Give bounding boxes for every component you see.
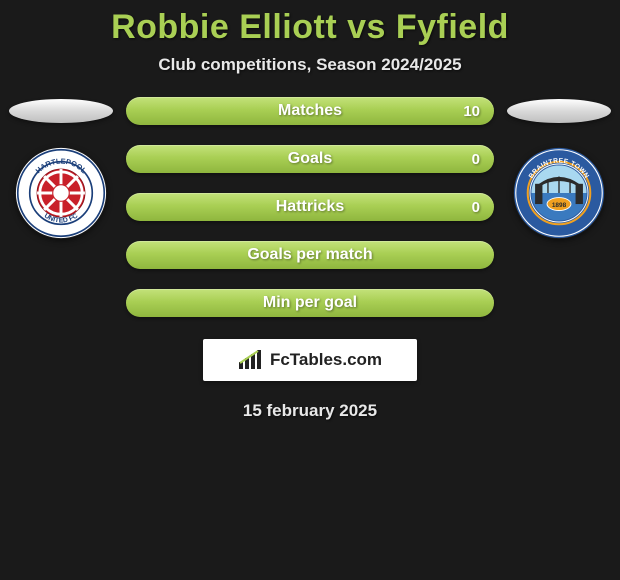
stat-label: Goals per match xyxy=(247,246,372,264)
braintree-badge-icon: BRAINTREE TOWN THE IRON xyxy=(513,147,605,239)
stat-label: Min per goal xyxy=(263,294,357,312)
stat-value: 10 xyxy=(463,103,480,120)
logo-text: FcTables.com xyxy=(270,350,382,370)
stat-row-matches: Matches 10 xyxy=(126,97,494,125)
stats-column: Matches 10 Goals 0 Hattricks 0 Goals per… xyxy=(116,97,504,317)
right-club-badge: BRAINTREE TOWN THE IRON xyxy=(513,147,605,239)
subtitle: Club competitions, Season 2024/2025 xyxy=(0,55,620,75)
left-club-badge: HARTLEPOOL UNITED FC xyxy=(15,147,107,239)
stat-value: 0 xyxy=(472,199,480,216)
left-side: HARTLEPOOL UNITED FC xyxy=(6,97,116,239)
stat-row-hattricks: Hattricks 0 xyxy=(126,193,494,221)
hartlepool-badge-icon: HARTLEPOOL UNITED FC xyxy=(15,147,107,239)
stat-value: 0 xyxy=(472,151,480,168)
date-text: 15 february 2025 xyxy=(0,401,620,421)
stat-row-goals: Goals 0 xyxy=(126,145,494,173)
svg-text:1898: 1898 xyxy=(552,202,567,209)
infographic-root: Robbie Elliott vs Fyfield Club competiti… xyxy=(0,0,620,421)
stat-label: Hattricks xyxy=(276,198,344,216)
right-ellipse xyxy=(507,99,611,123)
stat-row-goals-per-match: Goals per match xyxy=(126,241,494,269)
page-title: Robbie Elliott vs Fyfield xyxy=(0,8,620,47)
left-ellipse xyxy=(9,99,113,123)
stat-label: Goals xyxy=(288,150,332,168)
middle-row: HARTLEPOOL UNITED FC xyxy=(0,97,620,317)
stat-row-min-per-goal: Min per goal xyxy=(126,289,494,317)
right-side: BRAINTREE TOWN THE IRON xyxy=(504,97,614,239)
fctables-logo: FcTables.com xyxy=(203,339,417,381)
stat-label: Matches xyxy=(278,102,342,120)
bars-icon xyxy=(238,350,264,370)
